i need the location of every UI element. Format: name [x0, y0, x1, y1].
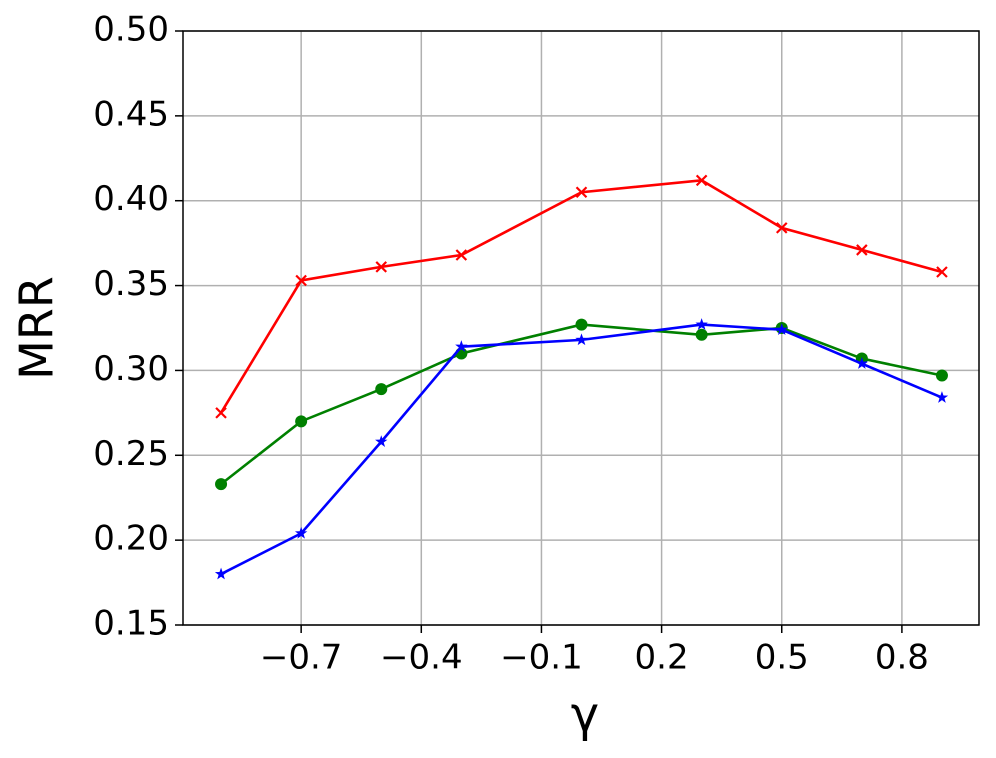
y-tick-label: 0.50: [93, 10, 169, 50]
marker: [215, 478, 228, 491]
marker: [214, 567, 228, 580]
y-tick-label: 0.15: [93, 604, 169, 644]
line: [219, 179, 943, 414]
x-tick-label: 0.8: [875, 638, 929, 678]
marker: [856, 244, 868, 256]
marker: [695, 318, 708, 330]
marker: [375, 435, 388, 447]
marker: [215, 407, 227, 419]
marker: [775, 222, 788, 234]
x-tick-label: −0.7: [260, 638, 343, 678]
marker: [935, 391, 949, 403]
y-tick-label: 0.25: [93, 434, 169, 474]
marker: [695, 174, 708, 187]
marker: [935, 369, 948, 382]
y-axis-label: MRR: [10, 276, 64, 380]
line: [220, 323, 943, 486]
marker: [575, 318, 588, 331]
marker: [375, 261, 388, 273]
x-tick-label: −0.4: [380, 638, 463, 678]
y-tick-label: 0.35: [93, 264, 169, 304]
y-tick-label: 0.40: [93, 179, 169, 219]
marker: [695, 328, 708, 341]
x-axis-label: γ: [571, 687, 599, 743]
x-tick-label: −0.1: [500, 638, 583, 678]
marker: [294, 526, 308, 539]
marker: [375, 383, 388, 396]
marker: [936, 266, 948, 278]
line: [220, 323, 943, 576]
marker: [575, 333, 588, 346]
y-tick-label: 0.20: [93, 519, 169, 559]
marker: [575, 186, 588, 199]
marker: [775, 323, 788, 335]
y-tick-label: 0.30: [93, 349, 169, 389]
x-tick-label: 0.2: [635, 638, 689, 678]
y-tick-label: 0.45: [93, 94, 169, 134]
plot-frame: [182, 30, 980, 626]
marker: [295, 415, 308, 428]
marker: [855, 357, 869, 369]
marker: [295, 274, 307, 287]
x-tick-label: 0.5: [755, 638, 809, 678]
marker: [455, 249, 468, 261]
marker: [455, 340, 468, 352]
